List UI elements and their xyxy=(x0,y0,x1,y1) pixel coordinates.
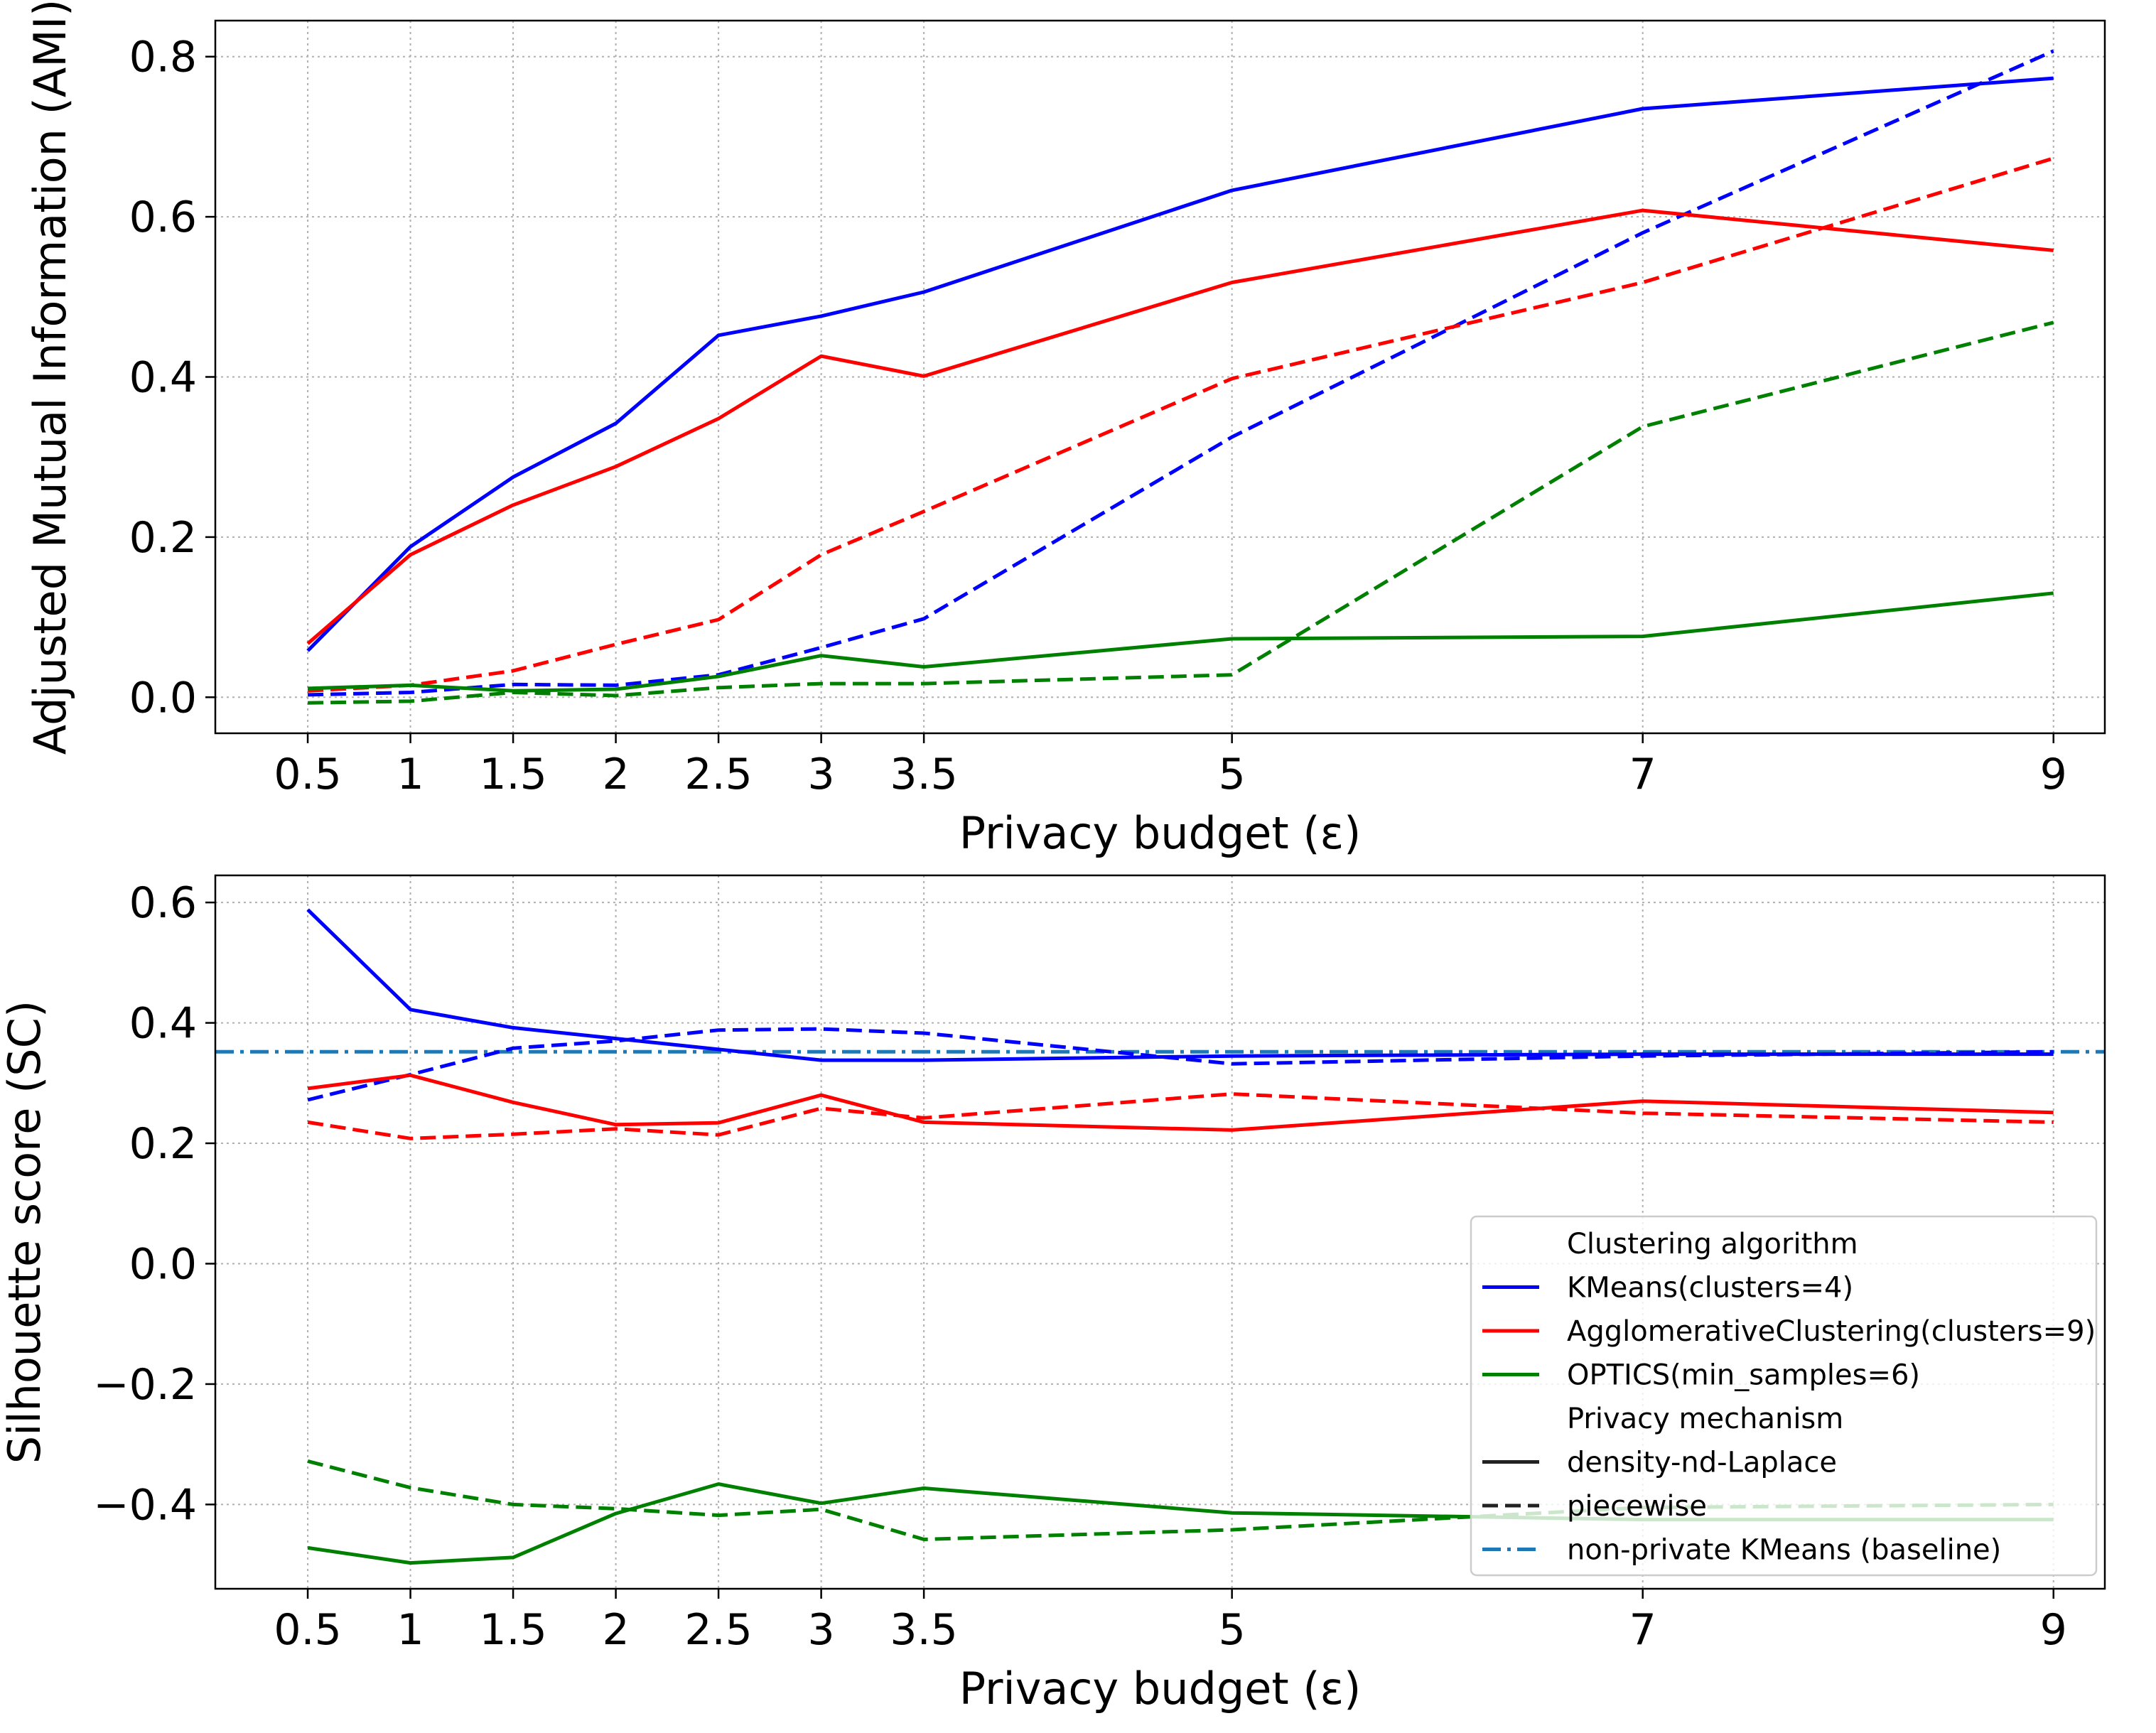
x-tick-label: 1 xyxy=(397,750,424,799)
y-tick-label: 0.0 xyxy=(129,673,197,723)
panel-1: 0.5 1 1.5 2 2.5 3 3.5 5 7 9 0.0 0.2 0.4 0.6 0.8 Privacy… xyxy=(24,0,2106,859)
x-axis-label: Privacy budget (ε) xyxy=(959,807,1362,859)
x-tick-label: 3.5 xyxy=(890,1605,957,1655)
plot-area xyxy=(215,908,2105,1565)
y-tick-label: 0.0 xyxy=(129,1239,197,1289)
legend-header: Clustering algorithm xyxy=(1567,1228,1858,1260)
series-optics-min-samples-6-density-nd-laplace xyxy=(307,1482,2054,1565)
legend-box xyxy=(1470,1215,2098,1577)
x-tick-label: 1.5 xyxy=(479,1605,546,1655)
legend-label: KMeans(clusters=4) xyxy=(1567,1272,1853,1305)
x-axis-label: Privacy budget (ε) xyxy=(959,1663,1362,1715)
x-tick-label: 1 xyxy=(397,1605,424,1655)
x-tick-label: 7 xyxy=(1629,1605,1656,1655)
x-tick-label: 2.5 xyxy=(684,750,752,799)
x-tick-label: 0.5 xyxy=(274,750,341,799)
legend-label: piecewise xyxy=(1567,1490,1707,1523)
series-optics-min-samples-6-density-nd-laplace xyxy=(308,591,2054,693)
legend-label: AgglomerativeClustering(clusters=9) xyxy=(1567,1315,2096,1348)
legend-label: non-private KMeans (baseline) xyxy=(1567,1534,2001,1567)
legend: Clustering algorithm KMeans(clusters=4) Ag… xyxy=(1470,1215,2098,1577)
x-tick-label: 5 xyxy=(1219,1605,1246,1655)
x-tick-label: 0.5 xyxy=(274,1605,341,1655)
series-agglomerativeclustering-clusters-9-piecewise xyxy=(307,156,2054,693)
y-tick-label: 0.6 xyxy=(129,193,197,242)
x-tick-label: 3.5 xyxy=(890,750,957,799)
x-tick-label: 2 xyxy=(602,1605,629,1655)
y-tick-label: −0.2 xyxy=(93,1360,197,1410)
x-tick-label: 7 xyxy=(1629,750,1656,799)
legend-label: OPTICS(min_samples=6) xyxy=(1567,1359,1920,1392)
y-axis-label: Silhouette score (SC) xyxy=(0,1000,50,1464)
x-tick-label: 3 xyxy=(808,750,835,799)
x-tick-label: 9 xyxy=(2040,750,2067,799)
series-kmeans-clusters-4-piecewise xyxy=(307,1027,2054,1102)
series-kmeans-clusters-4-density-nd-laplace xyxy=(306,76,2054,652)
series-agglomerativeclustering-clusters-9-density-nd-laplace xyxy=(307,1073,2054,1132)
legend-header: Privacy mechanism xyxy=(1567,1403,1843,1435)
y-tick-label: −0.4 xyxy=(93,1480,197,1530)
plot-area xyxy=(306,49,2054,705)
series-optics-min-samples-6-piecewise xyxy=(307,1459,2054,1541)
series-optics-min-samples-6-piecewise xyxy=(308,320,2054,705)
y-axis-label: Adjusted Mutual Information (AMI) xyxy=(24,0,76,755)
series-kmeans-clusters-4-density-nd-laplace xyxy=(306,908,2054,1062)
y-tick-label: 0.8 xyxy=(129,33,197,82)
x-tick-label: 1.5 xyxy=(479,750,546,799)
y-tick-label: 0.4 xyxy=(129,999,197,1049)
series-agglomerativeclustering-clusters-9-piecewise xyxy=(307,1092,2054,1140)
x-tick-label: 2.5 xyxy=(684,1605,752,1655)
x-tick-label: 3 xyxy=(808,1605,835,1655)
x-tick-label: 2 xyxy=(602,750,629,799)
y-tick-label: 0.6 xyxy=(129,878,197,928)
y-tick-label: 0.2 xyxy=(129,513,197,563)
axes-frame xyxy=(214,874,2106,1590)
y-tick-label: 0.2 xyxy=(129,1119,197,1169)
legend-label: density-nd-Laplace xyxy=(1567,1447,1837,1479)
series-kmeans-clusters-4-piecewise xyxy=(308,49,2054,697)
y-tick-label: 0.4 xyxy=(129,353,197,403)
x-tick-label: 9 xyxy=(2040,1605,2067,1655)
series-agglomerativeclustering-clusters-9-density-nd-laplace xyxy=(306,208,2054,645)
panel-2: 0.5 1 1.5 2 2.5 3 3.5 5 7 9 0.6 0.4 0.2 0.0 −0.2 −0.4 Pr… xyxy=(0,874,2106,1715)
x-tick-label: 5 xyxy=(1219,750,1246,799)
